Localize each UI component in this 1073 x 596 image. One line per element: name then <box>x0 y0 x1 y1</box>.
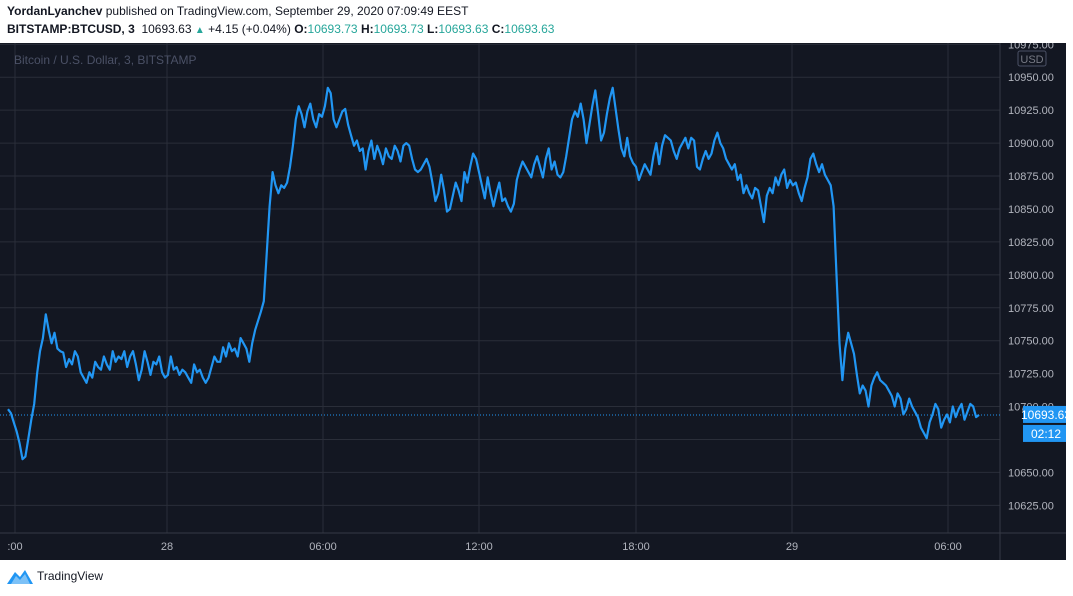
price-chart[interactable]: Bitcoin / U.S. Dollar, 3, BITSTAMP USD 1… <box>0 39 1071 560</box>
price-tick-label: 10850.00 <box>1008 204 1054 216</box>
time-tick-label: 28 <box>161 541 173 553</box>
price-tick-label: 10975.00 <box>1008 43 1054 51</box>
time-tick-label: :00 <box>7 541 22 553</box>
publish-header: YordanLyanchev published on TradingView.… <box>7 4 468 18</box>
tradingview-logo-icon <box>7 570 33 584</box>
chart-title: Bitcoin / U.S. Dollar, 3, BITSTAMP <box>14 53 197 67</box>
high-value: 10693.73 <box>373 22 424 36</box>
price-tick-label: 10725.00 <box>1008 369 1054 381</box>
low-label: L: <box>427 22 439 36</box>
price-tick-label: 10800.00 <box>1008 270 1054 282</box>
countdown-label: 02:12 <box>1031 427 1061 441</box>
price-series-line <box>7 86 980 461</box>
open-label: O: <box>294 22 308 36</box>
price-tick-label: 10950.00 <box>1008 72 1054 84</box>
last-price-box <box>1023 405 1069 423</box>
last-price-marker: 10693.63 02:12 <box>1021 405 1071 442</box>
low-value: 10693.63 <box>438 22 489 36</box>
price-tick-label: 10625.00 <box>1008 500 1054 512</box>
quote-bar: BITSTAMP:BTCUSD, 3 10693.63 ▲ +4.15 (+0.… <box>7 22 554 36</box>
last-price-axis-label: 10693.63 <box>1021 408 1066 422</box>
publish-info: published on TradingView.com, September … <box>105 4 469 18</box>
time-axis[interactable]: :00 28 06:00 12:00 18:00 29 06:00 <box>7 541 961 553</box>
price-tick-label: 10825.00 <box>1008 237 1054 249</box>
currency-badge[interactable]: USD <box>1017 50 1047 67</box>
price-tick-label: 10875.00 <box>1008 171 1054 183</box>
footer-brand[interactable]: TradingView <box>7 568 103 584</box>
price-tick-label: 10900.00 <box>1008 138 1054 150</box>
time-tick-label: 18:00 <box>622 541 650 553</box>
currency-badge-box <box>1017 50 1047 67</box>
high-label: H: <box>360 22 374 36</box>
price-tick-label: 10650.00 <box>1008 467 1054 479</box>
grid-lines <box>0 43 1000 533</box>
chart-background <box>0 43 1066 560</box>
currency-label: USD <box>1020 54 1043 66</box>
time-tick-label: 06:00 <box>934 541 962 553</box>
time-tick-label: 12:00 <box>465 541 493 553</box>
open-value: 10693.73 <box>307 22 358 36</box>
price-tick-label: 10775.00 <box>1008 303 1054 315</box>
chart-area[interactable]: Bitcoin / U.S. Dollar, 3, BITSTAMP USD 1… <box>0 39 1071 560</box>
footer-brand-label: TradingView <box>37 569 104 583</box>
symbol-label: BITSTAMP:BTCUSD, 3 <box>7 22 135 36</box>
price-tick-label: 10750.00 <box>1008 336 1054 348</box>
time-tick-label: 29 <box>786 541 798 553</box>
close-value: 10693.63 <box>504 22 555 36</box>
change-value: +4.15 (+0.04%) <box>208 22 291 36</box>
close-label: C: <box>491 22 505 36</box>
time-tick-label: 06:00 <box>309 541 337 553</box>
countdown-box <box>1023 424 1069 442</box>
author-name[interactable]: YordanLyanchev <box>7 4 103 18</box>
price-tick-label: 10925.00 <box>1008 105 1054 117</box>
up-triangle-icon: ▲ <box>194 25 205 36</box>
last-price: 10693.63 <box>141 22 192 36</box>
